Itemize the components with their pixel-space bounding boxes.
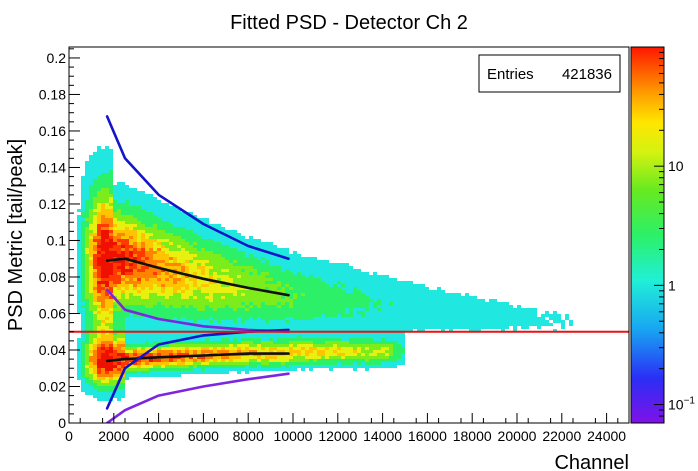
- x-tick-label: 18000: [453, 428, 492, 444]
- colorbar: [630, 46, 665, 424]
- fit-upper-upper: [105, 115, 290, 260]
- colorbar-tick-label: 10−1: [668, 396, 695, 413]
- x-tick-label: 20000: [498, 428, 537, 444]
- x-tick-label: 8000: [233, 428, 264, 444]
- fit-lower-lower: [105, 372, 290, 423]
- x-tick-label: 24000: [587, 428, 626, 444]
- colorbar-tick-label: 1: [668, 277, 676, 293]
- y-tick-label: 0.2: [47, 50, 67, 66]
- x-tick-label: 12000: [318, 428, 357, 444]
- x-tick-label: 2000: [98, 428, 129, 444]
- y-tick-label: 0.04: [39, 342, 66, 358]
- stats-box: Entries 421836: [478, 54, 621, 93]
- x-tick-label: 4000: [143, 428, 174, 444]
- y-tick-label: 0.06: [39, 305, 66, 321]
- axes: 0 2000 4000 6000 8000 10000 12000 14000 16000 180…: [39, 48, 626, 444]
- y-axis-label: PSD Metric [tail/peak]: [5, 139, 27, 331]
- y-tick-label: 0.16: [39, 123, 66, 139]
- y-tick-label: 0.14: [39, 159, 66, 175]
- colorbar-tick-label: 10: [668, 158, 684, 174]
- y-tick-label: 0.18: [39, 86, 66, 102]
- y-tick-label: 0.02: [39, 378, 66, 394]
- y-tick-label: 0.1: [47, 232, 67, 248]
- fit-center-upper: [105, 257, 290, 297]
- stats-value: 421836: [562, 66, 612, 83]
- fit-curves: [105, 115, 290, 423]
- fit-center-lower: [105, 352, 290, 363]
- x-axis-label: Channel: [554, 452, 629, 471]
- x-tick-label: 0: [65, 428, 73, 444]
- x-tick-label: 6000: [188, 428, 219, 444]
- y-tick-label: 0: [58, 415, 66, 431]
- y-tick-label: 0.08: [39, 269, 66, 285]
- chart-title: Fitted PSD - Detector Ch 2: [230, 12, 468, 34]
- y-tick-label: 0.12: [39, 196, 66, 212]
- stats-label: Entries: [487, 66, 534, 83]
- density-cloud: [77, 146, 573, 401]
- x-tick-label: 14000: [363, 428, 402, 444]
- x-tick-label: 10000: [274, 428, 313, 444]
- colorbar-tick-exponent: −1: [684, 396, 696, 407]
- x-tick-label: 16000: [408, 428, 447, 444]
- x-tick-label: 22000: [542, 428, 581, 444]
